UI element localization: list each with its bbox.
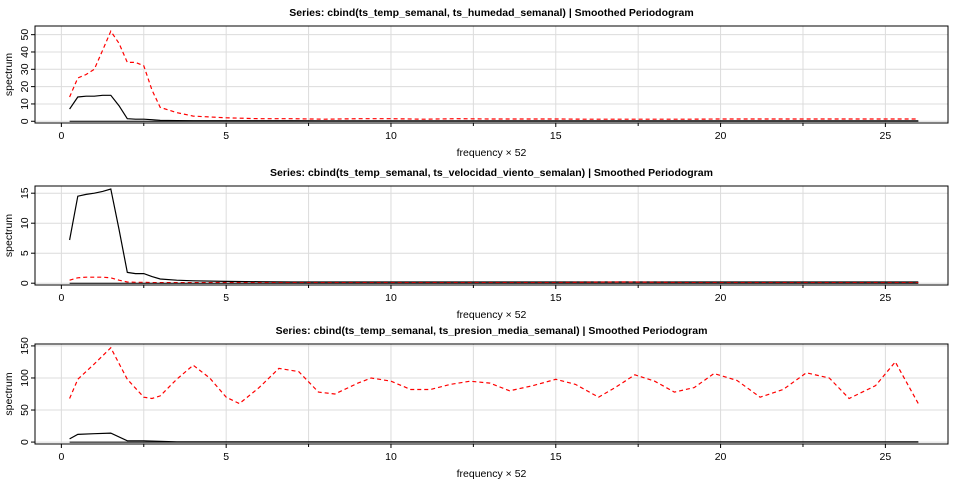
x-tick-label: 5 <box>223 292 229 304</box>
x-tick-label: 20 <box>715 130 727 142</box>
y-tick-label: 15 <box>19 187 31 199</box>
x-tick-label: 10 <box>385 130 397 142</box>
x-axis-label: frequency × 52 <box>457 309 527 321</box>
y-tick-label: 10 <box>19 217 31 229</box>
y-tick-label: 20 <box>19 81 31 93</box>
x-tick-label: 0 <box>58 130 64 142</box>
x-tick-label: 0 <box>58 292 64 304</box>
x-tick-label: 15 <box>550 292 562 304</box>
x-tick-label: 15 <box>550 130 562 142</box>
x-tick-label: 5 <box>223 451 229 463</box>
y-axis-label: spectrum <box>3 53 15 96</box>
x-tick-label: 25 <box>880 130 892 142</box>
y-tick-label: 100 <box>19 369 31 387</box>
plot-frame <box>34 25 949 124</box>
y-tick-label: 50 <box>19 404 31 416</box>
plot-frame <box>34 185 949 286</box>
panel-title: Series: cbind(ts_temp_semanal, ts_presio… <box>276 325 708 337</box>
x-tick-label: 20 <box>715 292 727 304</box>
series-line-1 <box>69 432 919 443</box>
y-tick-label: 40 <box>19 46 31 58</box>
panel-3: Series: cbind(ts_temp_semanal, ts_presio… <box>3 325 949 480</box>
x-tick-label: 15 <box>550 451 562 463</box>
x-tick-label: 10 <box>385 292 397 304</box>
series-line-2 <box>69 346 919 405</box>
series-line-2 <box>69 29 919 120</box>
y-tick-label: 30 <box>19 63 31 75</box>
x-axis-label: frequency × 52 <box>457 468 527 480</box>
y-tick-label: 0 <box>19 118 31 124</box>
x-tick-label: 5 <box>223 130 229 142</box>
y-tick-label: 5 <box>19 250 31 256</box>
series-line-1 <box>69 94 919 122</box>
y-tick-label: 150 <box>19 337 31 355</box>
x-tick-label: 0 <box>58 451 64 463</box>
x-tick-label: 25 <box>880 292 892 304</box>
plot-frame <box>34 343 949 445</box>
y-axis-label: spectrum <box>3 214 15 257</box>
y-tick-label: 10 <box>19 98 31 110</box>
panel-1: Series: cbind(ts_temp_semanal, ts_humeda… <box>3 7 949 159</box>
panel-title: Series: cbind(ts_temp_semanal, ts_veloci… <box>270 167 713 179</box>
x-axis-label: frequency × 52 <box>457 147 527 159</box>
series-line-1 <box>69 188 919 283</box>
y-axis-label: spectrum <box>3 372 15 415</box>
x-tick-label: 25 <box>880 451 892 463</box>
panel-2: Series: cbind(ts_temp_semanal, ts_veloci… <box>3 167 949 321</box>
y-tick-label: 50 <box>19 29 31 41</box>
x-tick-label: 10 <box>385 451 397 463</box>
panel-title: Series: cbind(ts_temp_semanal, ts_humeda… <box>289 7 693 19</box>
y-tick-label: 0 <box>19 280 31 286</box>
x-tick-label: 20 <box>715 451 727 463</box>
y-tick-label: 0 <box>19 439 31 445</box>
